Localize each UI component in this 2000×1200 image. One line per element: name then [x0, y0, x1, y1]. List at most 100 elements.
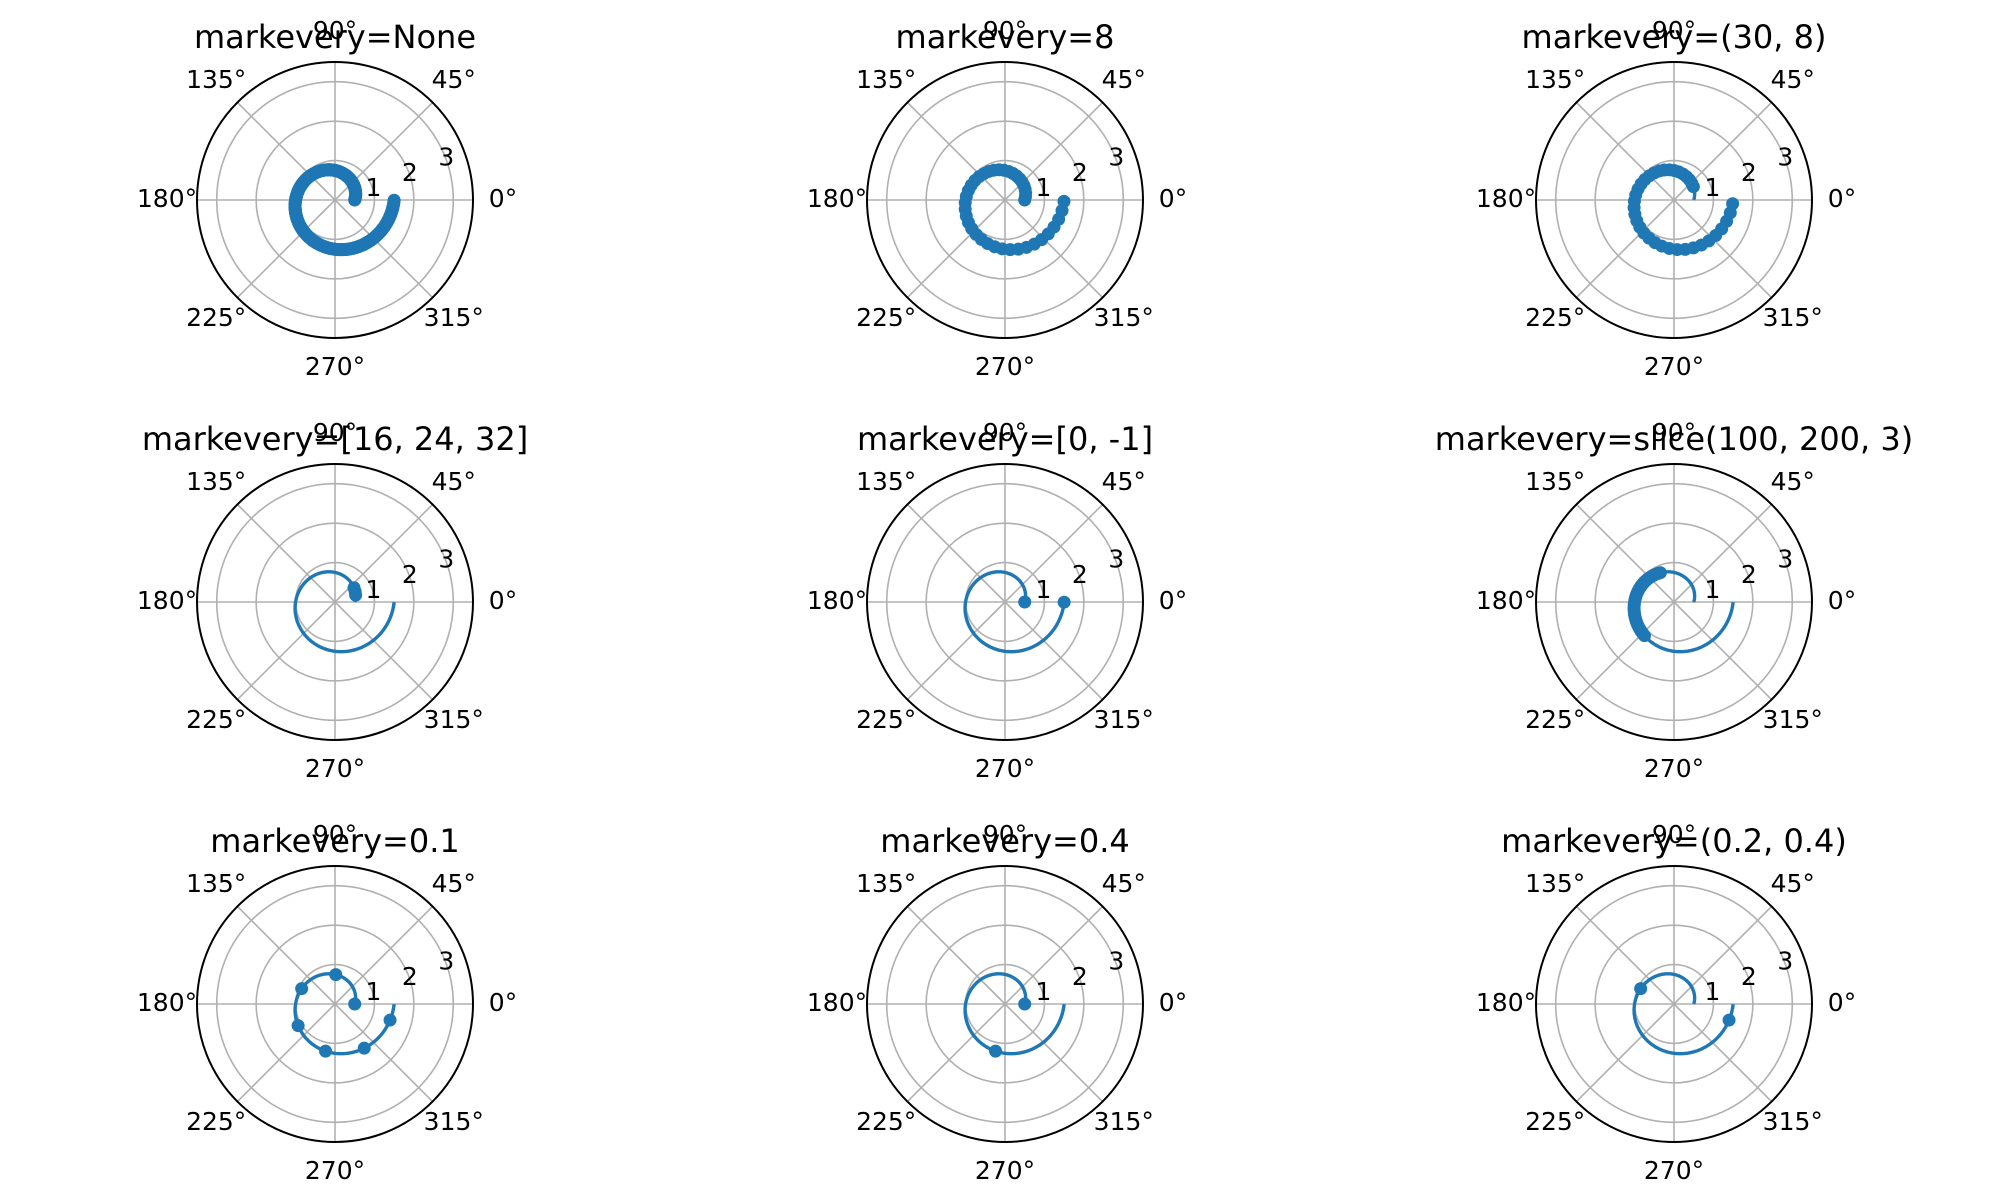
angular-gridline-5 — [236, 199, 336, 299]
radial-tick-label: 2 — [1072, 962, 1088, 991]
polar-subplot-3: 123 0° 45° 90° 135° 180° 225° 270° 315° markevery… — [1476, 16, 1856, 381]
angular-tick-label: 135° — [186, 467, 246, 496]
marker-point — [329, 968, 343, 982]
marker-point — [348, 997, 362, 1011]
angular-tick-label: 315° — [424, 303, 484, 332]
angular-tick-label: 315° — [1763, 705, 1823, 734]
angular-tick-label: 45° — [432, 65, 476, 94]
radial-tick-label: 2 — [402, 158, 418, 187]
subplot-title: markevery=8 — [896, 18, 1115, 56]
angular-tick-label: 225° — [856, 1107, 916, 1136]
angular-gridline-5 — [1575, 1003, 1675, 1103]
marker-point — [291, 1019, 305, 1033]
angular-tick-label: 135° — [856, 467, 916, 496]
polar-subplot-5: 123 0° 45° 90° 135° 180° 225° 270° 315° markevery… — [807, 418, 1187, 783]
angular-tick-label: 90° — [983, 16, 1027, 45]
polar-spine — [196, 463, 474, 741]
marker-point — [1057, 595, 1071, 609]
angular-tick-label: 0° — [1159, 988, 1187, 1017]
angular-tick-label: 0° — [1828, 586, 1856, 615]
angular-gridline-3 — [906, 101, 1006, 201]
radial-tick-label: 1 — [365, 977, 381, 1006]
radial-tick-label: 1 — [365, 173, 381, 202]
angular-tick-label: 90° — [1652, 820, 1696, 849]
angular-tick-label: 135° — [856, 65, 916, 94]
angular-tick-label: 90° — [1652, 418, 1696, 447]
spiral-line — [963, 570, 1066, 654]
angular-tick-label: 315° — [1763, 303, 1823, 332]
angular-gridline-7 — [1673, 601, 1773, 701]
polar-subplot-2: 123 0° 45° 90° 135° 180° 225° 270° 315° markevery… — [807, 16, 1187, 381]
polar-subplot-7: 123 0° 45° 90° 135° 180° 225° 270° 315° markevery… — [137, 820, 517, 1185]
angular-gridline-7 — [1673, 1003, 1773, 1103]
marker-point — [1726, 197, 1740, 211]
angular-tick-label: 45° — [432, 869, 476, 898]
radial-tick-label: 2 — [402, 560, 418, 589]
angular-gridline-5 — [906, 199, 1006, 299]
angular-tick-label: 315° — [1094, 705, 1154, 734]
angular-gridline-7 — [1004, 601, 1104, 701]
radial-tick-label: 3 — [1108, 545, 1124, 574]
angular-tick-label: 270° — [1644, 754, 1704, 783]
angular-tick-label: 270° — [305, 352, 365, 381]
marker-point — [1057, 194, 1071, 208]
subplot-title: markevery=(0.2, 0.4) — [1501, 822, 1847, 860]
angular-gridline-3 — [236, 905, 336, 1005]
angular-tick-label: 180° — [807, 586, 867, 615]
angular-tick-label: 225° — [186, 705, 246, 734]
angular-tick-label: 45° — [1102, 65, 1146, 94]
radial-tick-label: 1 — [1704, 575, 1720, 604]
angular-gridline-1 — [1673, 503, 1773, 603]
marker-point — [387, 193, 401, 207]
marker-point — [347, 581, 361, 595]
angular-gridline-1 — [1004, 905, 1104, 1005]
polar-spine — [1535, 865, 1813, 1143]
polar-spine — [196, 865, 474, 1143]
angular-tick-label: 180° — [137, 988, 197, 1017]
marker-point — [1018, 595, 1032, 609]
angular-tick-label: 315° — [1094, 1107, 1154, 1136]
subplot-title: markevery=None — [194, 18, 476, 56]
angular-tick-label: 270° — [305, 1156, 365, 1185]
angular-tick-label: 315° — [424, 1107, 484, 1136]
radial-tick-label: 2 — [1741, 962, 1757, 991]
angular-tick-label: 135° — [186, 869, 246, 898]
marker-point — [1637, 629, 1651, 643]
angular-gridline-7 — [1004, 199, 1104, 299]
angular-tick-label: 135° — [1525, 467, 1585, 496]
radial-tick-label: 3 — [1777, 947, 1793, 976]
angular-tick-label: 225° — [1525, 705, 1585, 734]
angular-tick-label: 225° — [1525, 1107, 1585, 1136]
subplot-title: markevery=[0, -1] — [857, 420, 1153, 458]
angular-tick-label: 225° — [856, 303, 916, 332]
polar-spine — [866, 61, 1144, 339]
subplot-title: markevery=[16, 24, 32] — [142, 420, 528, 458]
angular-gridline-7 — [334, 601, 434, 701]
polar-spine — [866, 865, 1144, 1143]
marker-point — [295, 982, 309, 996]
angular-tick-label: 270° — [975, 1156, 1035, 1185]
angular-tick-label: 90° — [1652, 16, 1696, 45]
angular-tick-label: 0° — [489, 184, 517, 213]
angular-tick-label: 180° — [137, 586, 197, 615]
angular-tick-label: 0° — [1828, 184, 1856, 213]
subplot-title: markevery=(30, 8) — [1522, 18, 1827, 56]
angular-gridline-5 — [906, 601, 1006, 701]
angular-gridline-7 — [1004, 1003, 1104, 1103]
angular-gridline-7 — [334, 199, 434, 299]
angular-gridline-5 — [1575, 199, 1675, 299]
polar-spine — [866, 463, 1144, 741]
angular-tick-label: 180° — [1476, 586, 1536, 615]
angular-tick-label: 45° — [1771, 65, 1815, 94]
radial-tick-label: 3 — [1108, 143, 1124, 172]
angular-tick-label: 0° — [489, 586, 517, 615]
polar-subplot-6: 123 0° 45° 90° 135° 180° 225° 270° 315° markevery… — [1435, 418, 1913, 783]
radial-tick-label: 1 — [1035, 575, 1051, 604]
radial-tick-label: 1 — [1035, 173, 1051, 202]
angular-tick-label: 315° — [424, 705, 484, 734]
subplot-title: markevery=0.4 — [880, 822, 1129, 860]
radial-tick-label: 1 — [365, 575, 381, 604]
angular-tick-label: 0° — [1159, 184, 1187, 213]
angular-tick-label: 90° — [313, 16, 357, 45]
